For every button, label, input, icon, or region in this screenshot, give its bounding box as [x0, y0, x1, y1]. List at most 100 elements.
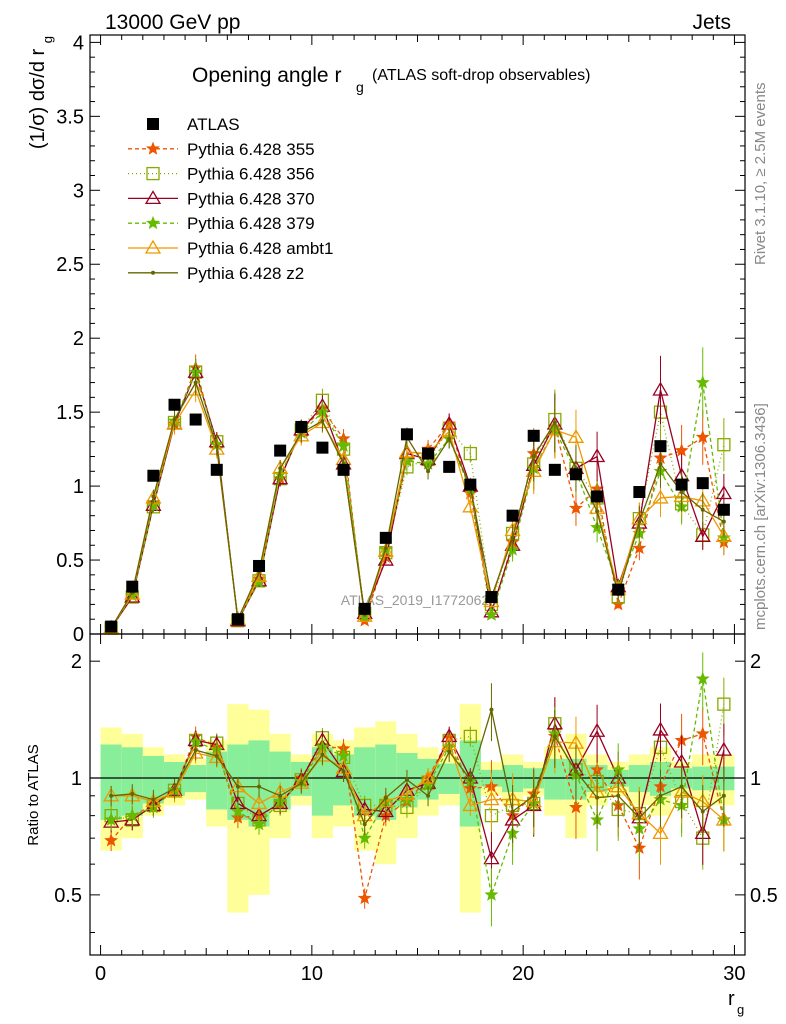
ratio-band-inner: [438, 763, 460, 794]
main-y-axis-label-text: (1/σ) dσ/d r: [27, 48, 49, 149]
atlas-data-point: [717, 503, 730, 516]
series-point-ratio: [700, 809, 705, 814]
series-point-main: [569, 500, 583, 515]
x-tick-label: 30: [723, 963, 745, 985]
series-point-main: [531, 454, 536, 459]
atlas-data-point: [316, 441, 329, 454]
series-point-ratio: [426, 793, 431, 798]
series-point-ratio: [679, 784, 684, 789]
series-point-ratio: [468, 777, 473, 782]
series-point-ratio: [104, 812, 119, 826]
series-point-ratio: [652, 825, 669, 840]
series-point-main: [151, 494, 156, 499]
series-point-ratio: [383, 795, 388, 800]
atlas-data-point: [400, 428, 413, 441]
series-point-main: [588, 448, 606, 463]
series-point-main: [679, 490, 684, 495]
series-point-ratio: [569, 800, 583, 814]
series-point-main: [674, 443, 689, 457]
ratio-band-inner: [354, 747, 376, 816]
series-point-ratio: [214, 753, 219, 758]
x-tick-label: 20: [512, 963, 534, 985]
series-point-main: [721, 519, 726, 524]
chart-title: Opening angle r: [192, 64, 341, 87]
series-point-ratio: [419, 769, 437, 784]
series-point-ratio: [299, 781, 304, 786]
series-point-ratio: [652, 721, 669, 736]
series-point-ratio: [463, 729, 477, 744]
series-point-ratio: [404, 777, 409, 782]
series-point-ratio: [104, 833, 119, 847]
main-y-tick-label: 3: [73, 180, 84, 202]
legend-label: Pythia 6.428 356: [187, 165, 315, 184]
legend-marker: [151, 270, 155, 275]
series-point-ratio: [193, 748, 198, 753]
series-line-main: [110, 388, 725, 629]
atlas-data-point: [443, 460, 456, 473]
main-y-tick-label: 0: [73, 624, 84, 646]
atlas-data-point: [168, 398, 181, 411]
series-point-main: [172, 417, 177, 422]
ratio-panel: 0.5 0.51 12 20 10 20 30: [54, 633, 778, 985]
series-point-ratio: [341, 769, 346, 774]
series-point-main: [567, 429, 585, 443]
legend-marker: [144, 190, 162, 205]
main-y-axis-label-subscript: g: [40, 36, 55, 43]
series-point-ratio: [125, 808, 140, 822]
series-point-main: [383, 546, 388, 551]
series-point-main: [715, 528, 733, 543]
legend-marker: [146, 141, 160, 155]
atlas-data-point: [464, 478, 477, 491]
atlas-data-point: [612, 583, 625, 596]
series-point-ratio: [695, 726, 710, 740]
main-panel: 0 0.5 1 1.5 2 2.5 3 3.5 4 ATLAS Pythia 6.428 355 Py…: [56, 32, 746, 646]
series-point-ratio: [257, 784, 262, 789]
series-point-ratio: [357, 890, 372, 905]
series-point-ratio: [483, 850, 500, 865]
series-point-main: [398, 443, 416, 458]
series-point-ratio: [717, 697, 731, 711]
series-point-main: [377, 542, 394, 557]
series-line-main: [110, 380, 725, 629]
side-label-mcplots: mcplots.cern.ch [arXiv:1306.3436]: [752, 403, 769, 630]
series-line-ratio: [111, 704, 725, 841]
atlas-data-point: [147, 469, 160, 482]
series-point-main: [717, 438, 731, 452]
legend-label: Pythia 6.428 370: [187, 189, 315, 208]
x-axis-label: r: [728, 988, 735, 1010]
series-point-main: [278, 466, 283, 471]
series-point-main: [695, 375, 710, 389]
main-y-axis-label: (1/σ) dσ/d r g: [27, 36, 55, 149]
atlas-data-point: [189, 413, 202, 426]
series-point-ratio: [637, 815, 642, 820]
ratio-y-tick-label: 0.5: [54, 885, 82, 907]
series-point-main: [484, 607, 499, 621]
legend-label: Pythia 6.428 ambt1: [187, 239, 333, 258]
legend-label: ATLAS: [187, 115, 240, 134]
main-y-tick-label: 3.5: [56, 106, 84, 128]
series-point-ratio: [484, 887, 499, 901]
series-point-ratio: [531, 793, 536, 798]
main-y-tick-label: 4: [73, 32, 84, 54]
main-y-tick-label: 1.5: [56, 402, 84, 424]
legend-label: Pythia 6.428 355: [187, 140, 315, 159]
series-point-ratio: [721, 793, 726, 798]
x-tick-label: 10: [301, 963, 323, 985]
series-point-ratio: [510, 809, 515, 814]
series-point-ratio: [278, 793, 283, 798]
main-y-tick-label: 2: [73, 328, 84, 350]
chart-title-subscript: g: [356, 79, 364, 95]
atlas-data-point: [358, 602, 371, 615]
series-point-main: [652, 489, 669, 504]
series-point-ratio: [552, 734, 557, 739]
series-point-ratio: [357, 830, 372, 845]
series-point-main: [356, 607, 373, 622]
atlas-data-point: [591, 490, 604, 503]
analysis-watermark: ATLAS_2019_I1772062: [341, 592, 490, 608]
series-point-ratio: [250, 795, 268, 810]
series-point-main: [426, 469, 431, 474]
ratio-y-tick-label-right: 1: [750, 768, 761, 790]
atlas-data-point: [126, 580, 139, 593]
atlas-data-point: [210, 463, 223, 476]
atlas-data-point: [548, 463, 561, 476]
